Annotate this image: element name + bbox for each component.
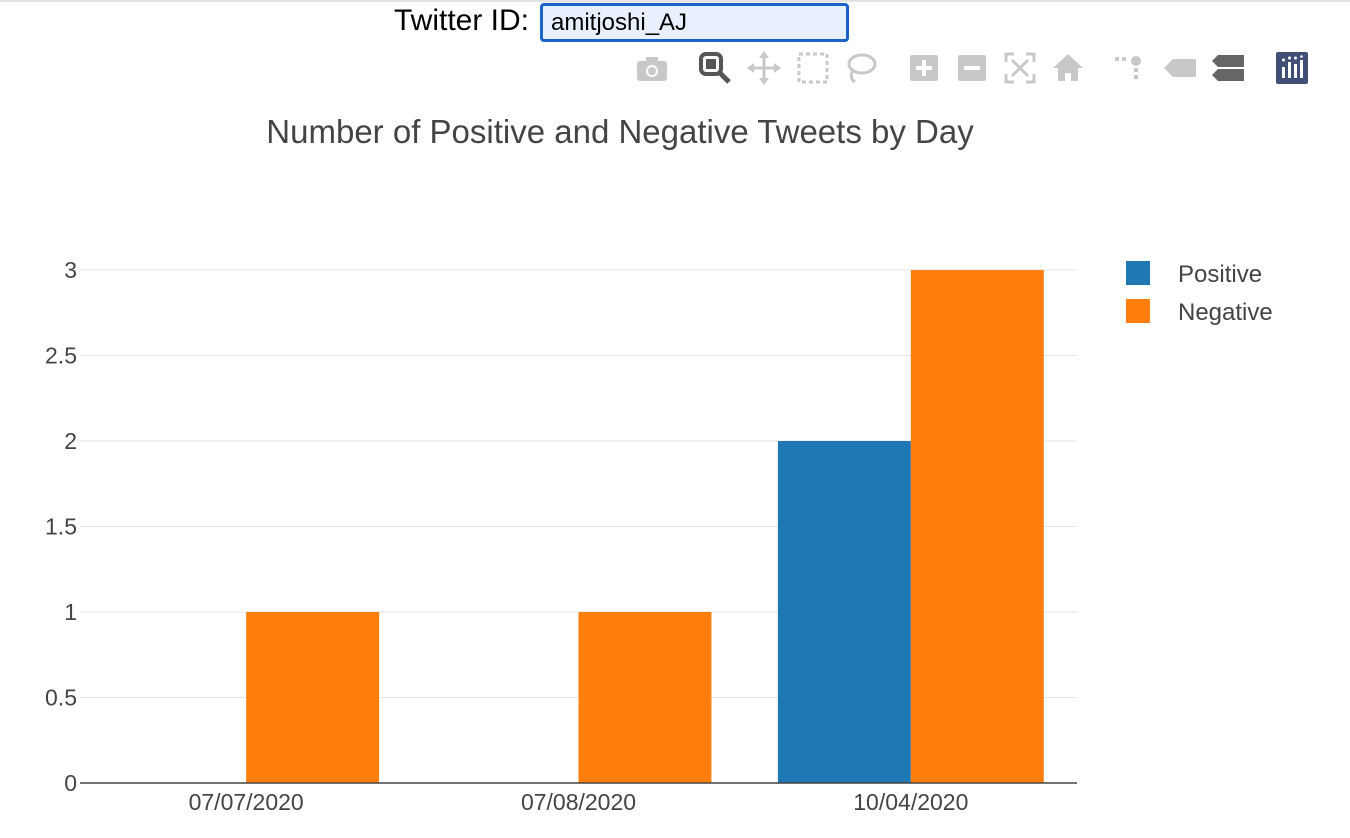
twitter-id-input[interactable] [540,3,849,42]
lasso-select-icon[interactable] [843,50,879,86]
legend-label-positive[interactable]: Positive [1178,261,1262,288]
bar-negative-2[interactable] [910,270,1044,783]
bar-negative-0[interactable] [246,612,380,783]
zoom-out-icon[interactable] [954,50,990,86]
x-tick-label: 10/04/2020 [853,789,968,815]
x-axis-ticks: 07/07/2020 07/08/2020 10/04/2020 [189,789,969,815]
camera-icon[interactable] [634,50,670,86]
plot-modebar [0,0,1350,100]
bar-positive-2[interactable] [777,441,911,783]
y-tick-label: 1 [64,599,77,625]
plotly-logo-icon[interactable] [1274,50,1310,86]
y-tick-label: 0 [64,770,77,796]
top-border [0,0,1350,2]
hover-compare-icon[interactable] [1210,50,1246,86]
x-tick-label: 07/07/2020 [189,789,304,815]
legend: Positive Negative [1126,261,1273,326]
twitter-id-label: Twitter ID: [394,4,530,37]
box-select-icon[interactable] [795,50,831,86]
bars [246,270,1044,783]
zoom-icon[interactable] [697,50,733,86]
spike-lines-icon[interactable] [1112,50,1148,86]
bar-negative-1[interactable] [578,612,712,783]
chart-title: Number of Positive and Negative Tweets b… [266,113,974,150]
y-axis-ticks: 0 0.5 1 1.5 2 2.5 3 [45,257,77,796]
y-tick-label: 2.5 [45,343,77,369]
zoom-in-icon[interactable] [906,50,942,86]
legend-swatch-negative[interactable] [1126,299,1150,323]
legend-swatch-positive[interactable] [1126,261,1150,285]
y-tick-label: 2 [64,428,77,454]
hover-closest-icon[interactable] [1162,50,1198,86]
x-tick-label: 07/08/2020 [521,789,636,815]
y-tick-label: 3 [64,257,77,283]
y-tick-label: 0.5 [45,685,77,711]
legend-label-negative[interactable]: Negative [1178,299,1273,326]
reset-axes-icon[interactable] [1050,50,1086,86]
pan-icon[interactable] [746,50,782,86]
y-tick-label: 1.5 [45,514,77,540]
autoscale-icon[interactable] [1002,50,1038,86]
